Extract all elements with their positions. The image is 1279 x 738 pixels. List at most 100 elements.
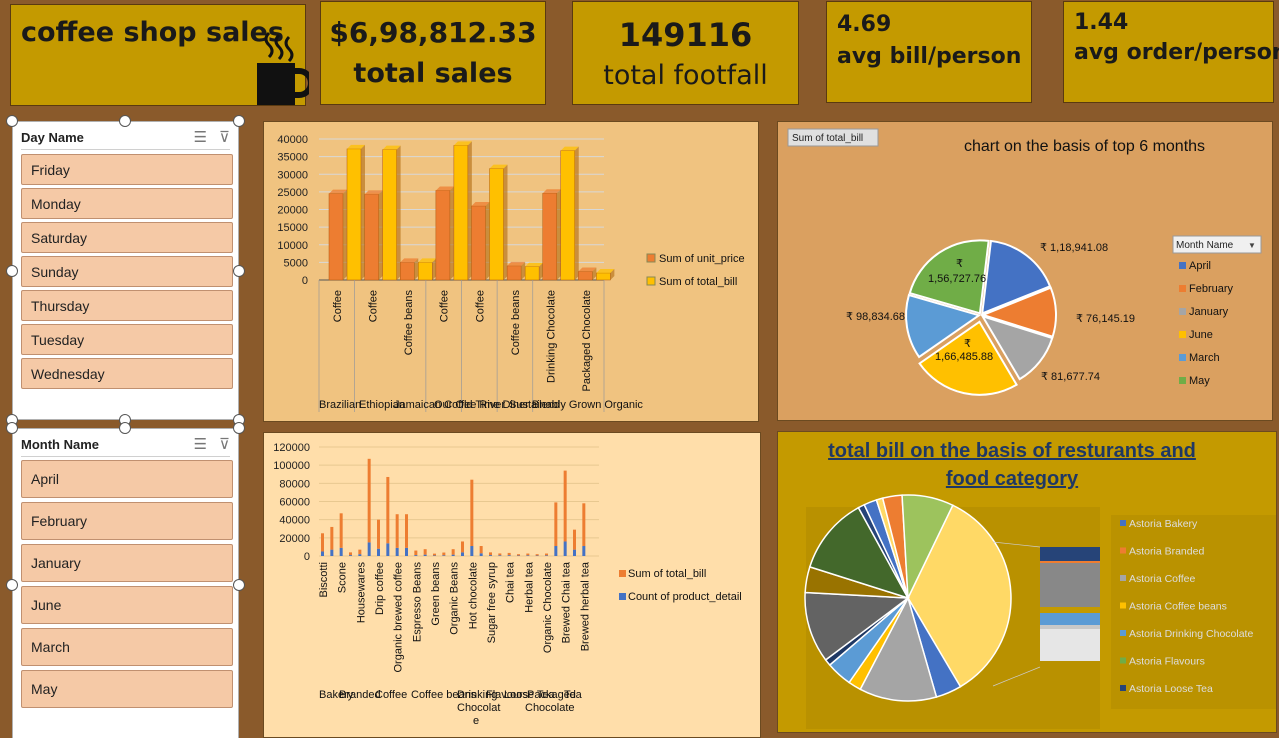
bar	[358, 549, 362, 555]
legend-swatch	[1120, 630, 1126, 636]
bar	[367, 542, 371, 556]
bar	[418, 262, 433, 281]
day-slicer-title: Day Name	[21, 130, 84, 145]
bar	[554, 502, 558, 547]
bar	[517, 554, 520, 556]
pie-slice	[859, 595, 938, 702]
month-slicer-item-may[interactable]: May	[21, 670, 233, 708]
y-tick-label: 20000	[277, 205, 308, 217]
clear-filter-icon[interactable]: ⊽	[219, 435, 230, 453]
resize-handle[interactable]	[119, 115, 131, 127]
month-slicer-item-february[interactable]: February	[21, 502, 233, 540]
bar	[461, 552, 464, 556]
data-label: ₹ 81,677.74	[1041, 371, 1100, 383]
bar	[321, 551, 324, 556]
category-bar-chart: 0 20000 40000 60000 80000 100000 120000 Biscott…	[273, 442, 741, 727]
x-tick-label: Drinking Chocolate	[546, 290, 558, 383]
bar-of-pie-segment	[1040, 607, 1100, 613]
bar	[405, 547, 408, 556]
month-slicer[interactable]: Month Name ☰ ⊽ April February January June M…	[12, 428, 239, 738]
month-slicer-item-march[interactable]: March	[21, 628, 233, 666]
x-tick-label: Organic Beans	[449, 562, 461, 635]
product-bar-chart: 0 5000 10000 15000 20000 25000 30000 35000 40000…	[277, 134, 745, 412]
legend-swatch	[646, 276, 656, 286]
day-slicer-item-tuesday[interactable]: Tuesday	[21, 324, 233, 355]
bar-side	[556, 189, 561, 280]
bar-top	[453, 141, 472, 146]
x-tick-label: Organic Chocolate	[542, 562, 554, 653]
bar-side	[574, 146, 579, 280]
day-slicer-item-thursday[interactable]: Thursday	[21, 290, 233, 321]
bar-top	[347, 144, 365, 149]
category-bar-chart-panel: 0 20000 40000 60000 80000 100000 120000 Biscott…	[263, 432, 761, 738]
legend-swatch	[1120, 575, 1126, 581]
x-tick-label: Biscotti	[318, 562, 330, 597]
bar	[573, 529, 576, 550]
legend-box	[1111, 515, 1278, 709]
legend-swatch	[1120, 685, 1126, 691]
legend-swatch	[646, 253, 656, 263]
resize-handle[interactable]	[233, 115, 245, 127]
bar-top	[489, 164, 508, 169]
y-tick-label: 20000	[279, 533, 310, 545]
day-slicer[interactable]: Day Name ☰ ⊽ Friday Monday Saturday Sunday T…	[12, 121, 239, 420]
legend-label: April	[1189, 260, 1211, 272]
x-tick-label: Packaged Chocolate	[581, 290, 593, 392]
bar	[405, 514, 408, 548]
group-label: Jamaican Coffee River	[394, 399, 505, 411]
day-slicer-item-sunday[interactable]: Sunday	[21, 256, 233, 287]
resize-handle[interactable]	[233, 422, 245, 434]
bar	[461, 541, 464, 553]
bar-side	[485, 201, 490, 280]
bar	[507, 552, 511, 556]
bar	[489, 168, 504, 281]
month-slicer-item-january[interactable]: January	[21, 544, 233, 582]
bar	[400, 262, 415, 281]
legend-title: Month Name	[1176, 240, 1234, 251]
day-slicer-item-friday[interactable]: Friday	[21, 154, 233, 185]
resize-handle[interactable]	[233, 579, 245, 591]
clear-filter-icon[interactable]: ⊽	[219, 128, 230, 146]
bar	[346, 148, 362, 281]
group-label: Sustainably Grown Organic	[509, 399, 643, 411]
day-slicer-item-wednesday[interactable]: Wednesday	[21, 358, 233, 389]
bar	[489, 555, 492, 556]
resize-handle[interactable]	[6, 115, 18, 127]
day-slicer-item-monday[interactable]: Monday	[21, 188, 233, 219]
resize-handle[interactable]	[6, 265, 18, 277]
pie-slice	[901, 494, 954, 601]
bar	[339, 547, 343, 556]
legend-label: Astoria Drinking Chocolate	[1129, 628, 1253, 640]
month-slicer-item-june[interactable]: June	[21, 586, 233, 624]
x-tick-label: Chai tea	[505, 561, 517, 603]
group-label: Drinking	[457, 689, 497, 701]
bar-side	[361, 144, 365, 280]
bar	[578, 271, 593, 281]
resize-handle[interactable]	[233, 265, 245, 277]
legend-swatch	[1120, 520, 1126, 526]
legend-label: Sum of unit_price	[659, 253, 745, 265]
y-tick-label: 0	[302, 275, 308, 287]
month-slicer-item-april[interactable]: April	[21, 460, 233, 498]
resize-handle[interactable]	[119, 422, 131, 434]
bar-side	[539, 262, 544, 280]
y-tick-label: 25000	[277, 187, 308, 199]
x-tick-label: Sugar free syrup	[486, 562, 498, 643]
data-label: 1,56,727.76	[928, 273, 986, 285]
month-pie-chart: Sum of total_bill chart on the basis of t…	[787, 128, 1262, 396]
day-slicer-item-saturday[interactable]: Saturday	[21, 222, 233, 253]
group-label: e	[473, 715, 479, 727]
multi-select-icon[interactable]: ☰	[193, 435, 208, 453]
bar	[395, 547, 399, 556]
bar-side	[343, 189, 347, 280]
avg-order-tile: 1.44 avg order/person	[1063, 1, 1279, 103]
resize-handle[interactable]	[6, 422, 18, 434]
bar	[395, 514, 399, 548]
multi-select-icon[interactable]: ☰	[193, 128, 208, 146]
legend-label: Astoria Flavours	[1129, 656, 1205, 668]
data-label: ₹ 98,834.68	[846, 311, 905, 323]
resize-handle[interactable]	[6, 579, 18, 591]
legend-swatch	[1179, 354, 1186, 361]
coffee-cup-icon	[257, 31, 309, 105]
pie-slice	[980, 314, 1054, 381]
